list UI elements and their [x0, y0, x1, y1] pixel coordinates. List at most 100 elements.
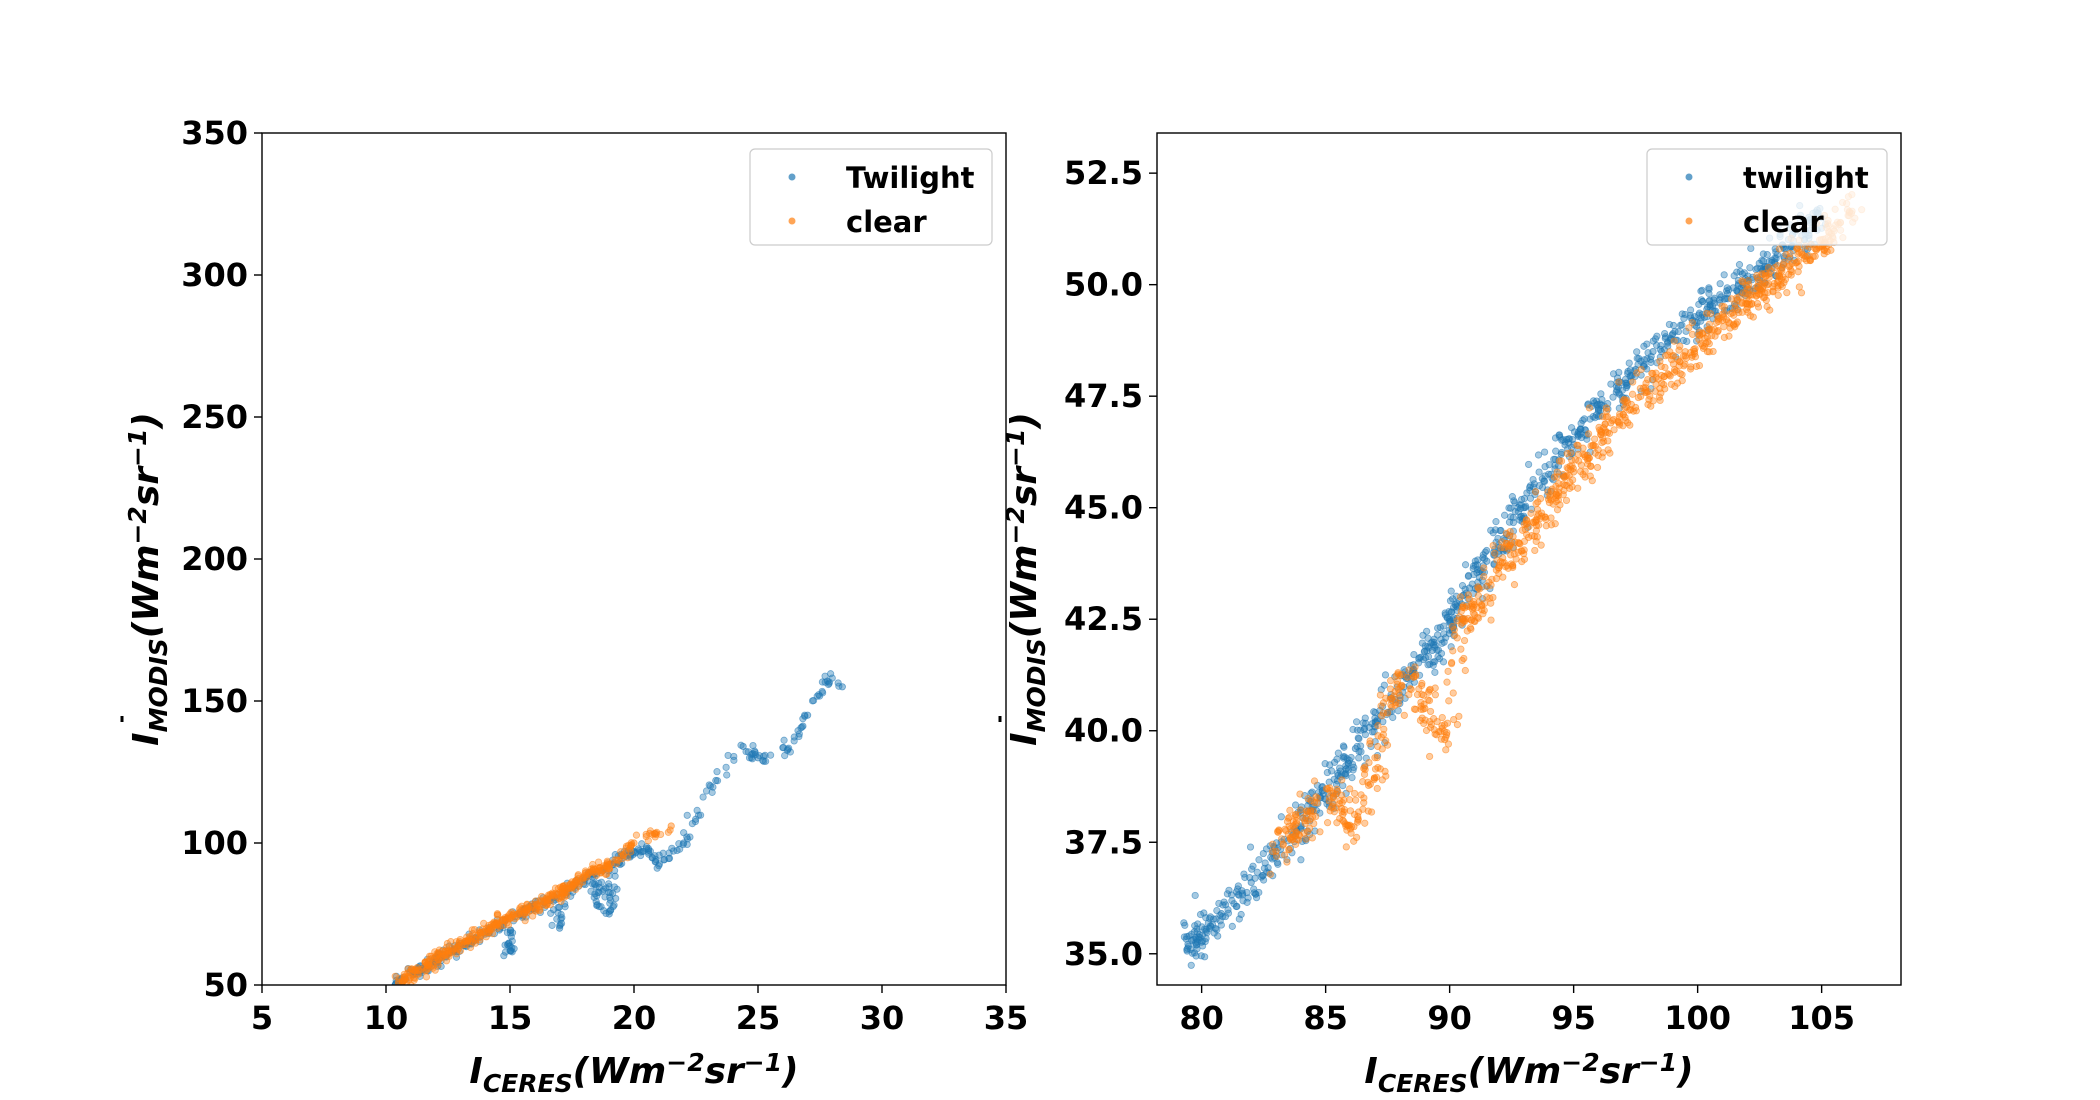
data-point	[1774, 262, 1782, 270]
data-point	[1443, 678, 1451, 686]
data-point	[692, 815, 700, 823]
data-point	[1388, 694, 1396, 702]
data-point	[1304, 828, 1312, 836]
data-point	[1597, 427, 1605, 435]
data-point	[708, 788, 716, 796]
data-point	[1644, 375, 1652, 384]
data-point	[730, 756, 738, 764]
data-point	[1615, 378, 1623, 386]
y-tick-label: 42.5	[1064, 600, 1143, 638]
data-point	[749, 741, 757, 750]
data-point	[1686, 311, 1694, 320]
data-point	[1622, 379, 1630, 387]
data-point	[1642, 386, 1650, 395]
data-point	[1412, 705, 1420, 714]
data-point	[1437, 735, 1445, 743]
data-point	[1500, 511, 1509, 519]
data-point	[1304, 795, 1312, 803]
data-point	[600, 907, 608, 915]
data-point	[1295, 831, 1303, 839]
data-point	[1664, 338, 1672, 346]
data-point	[1541, 463, 1549, 471]
data-point	[1187, 961, 1195, 969]
data-point	[1574, 441, 1582, 450]
data-point	[1327, 767, 1336, 775]
data-point	[1330, 793, 1338, 801]
data-point	[398, 984, 400, 985]
data-point	[1312, 793, 1320, 801]
x-tick-label: 15	[488, 999, 533, 1037]
data-point	[632, 831, 641, 839]
data-point	[1418, 714, 1426, 722]
data-point	[1720, 271, 1728, 279]
data-point	[1217, 921, 1225, 929]
data-point	[445, 950, 453, 958]
data-point	[1268, 847, 1277, 856]
legend-label: twilight	[1743, 161, 1869, 195]
data-point	[1649, 397, 1657, 405]
data-point	[1339, 816, 1347, 824]
data-point	[1678, 377, 1686, 385]
data-point	[1691, 353, 1700, 361]
data-point	[1326, 786, 1334, 795]
data-point	[1765, 273, 1773, 281]
data-point	[737, 741, 745, 749]
data-point	[1444, 667, 1452, 675]
data-point	[794, 727, 802, 735]
data-point	[1324, 819, 1332, 827]
data-point	[1349, 725, 1357, 734]
data-point	[1192, 952, 1200, 960]
data-point	[415, 970, 423, 978]
data-point	[713, 768, 721, 776]
data-point	[611, 872, 619, 880]
data-point	[1367, 808, 1376, 816]
data-point	[818, 678, 826, 686]
data-point	[1598, 438, 1606, 447]
data-point	[1435, 655, 1444, 663]
data-point	[1509, 513, 1517, 522]
data-point	[1274, 827, 1282, 836]
data-point	[1370, 776, 1378, 784]
data-point	[531, 906, 540, 914]
data-point	[1284, 814, 1292, 822]
data-point	[635, 846, 643, 855]
data-point	[1373, 784, 1381, 793]
data-point	[1680, 352, 1688, 360]
data-point	[622, 848, 630, 856]
data-point	[1346, 796, 1354, 804]
data-point	[624, 854, 632, 862]
data-point	[1374, 742, 1382, 751]
data-point	[1690, 345, 1698, 354]
data-point	[1380, 725, 1388, 733]
data-point	[1198, 942, 1207, 950]
data-point	[1568, 436, 1576, 444]
data-point	[1759, 250, 1767, 258]
data-point	[1387, 677, 1395, 685]
data-point	[410, 976, 418, 984]
data-point	[1428, 638, 1436, 646]
data-point	[1392, 672, 1400, 680]
data-point	[644, 846, 653, 854]
data-point	[1517, 501, 1525, 509]
data-point	[1250, 885, 1258, 893]
data-point	[1738, 277, 1746, 285]
data-point	[501, 948, 510, 956]
data-point	[1591, 442, 1599, 450]
data-point	[1544, 495, 1553, 504]
data-point	[1604, 400, 1612, 408]
data-point	[1340, 808, 1348, 816]
plot-area-2	[1180, 190, 1866, 969]
data-point	[653, 864, 661, 872]
data-point	[1237, 910, 1245, 919]
data-point	[1474, 614, 1483, 622]
data-point	[1465, 571, 1473, 580]
data-point	[1466, 624, 1474, 632]
y-tick-label: 37.5	[1064, 823, 1143, 861]
data-point	[1433, 631, 1442, 639]
data-point	[1458, 656, 1466, 665]
data-point	[1220, 898, 1228, 906]
data-point	[1714, 326, 1722, 335]
data-point	[1259, 849, 1267, 858]
data-point	[1783, 289, 1791, 297]
data-point	[1418, 679, 1426, 687]
